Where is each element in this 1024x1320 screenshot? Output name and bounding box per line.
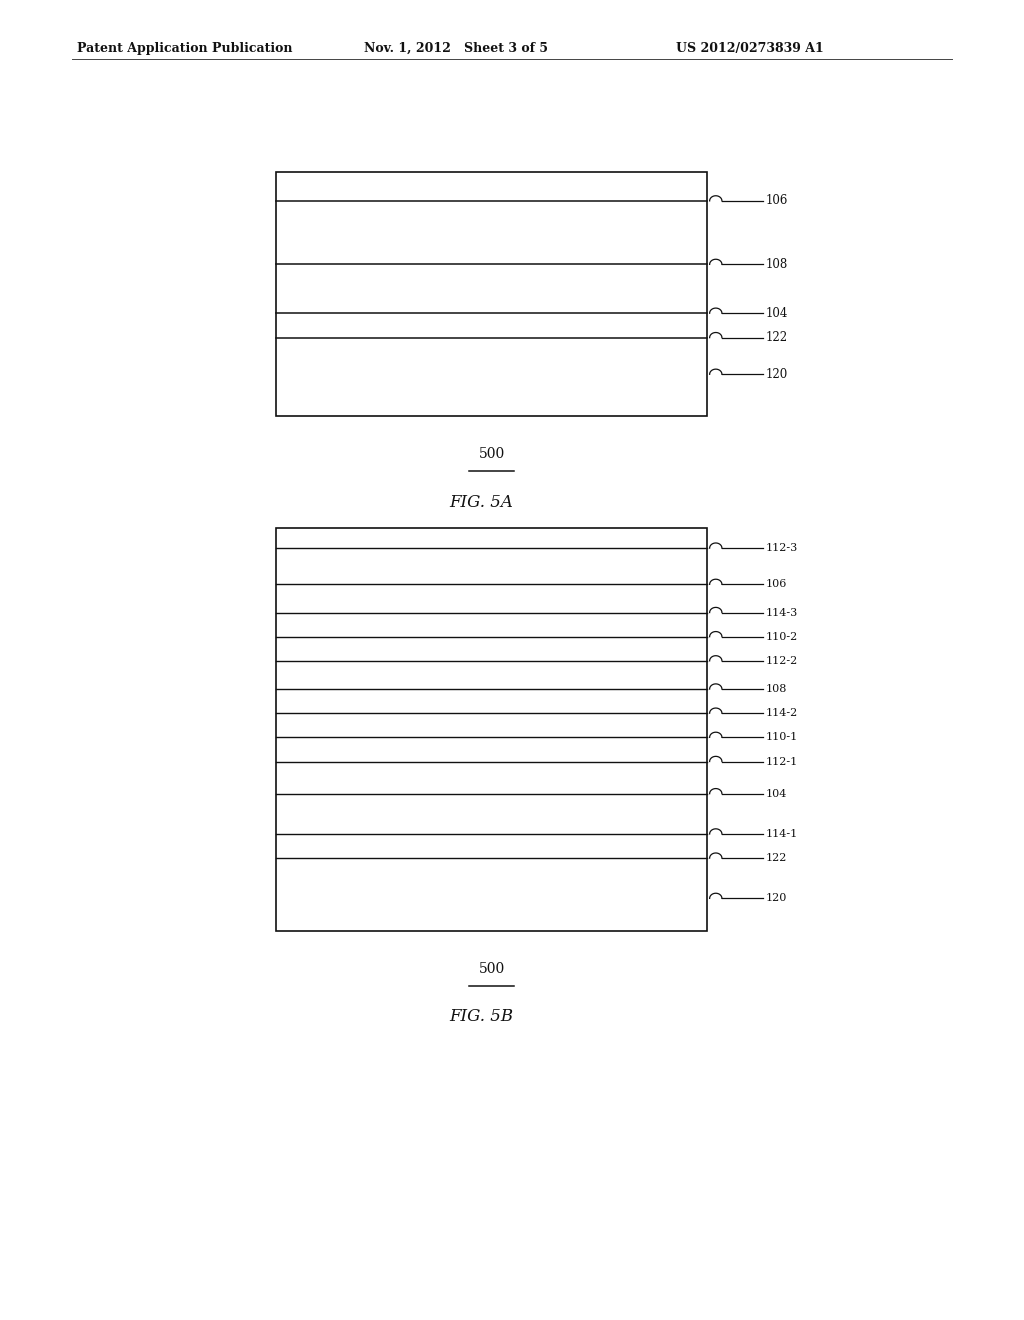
Text: Patent Application Publication: Patent Application Publication (77, 42, 292, 55)
Text: 120: 120 (766, 368, 788, 380)
Text: Nov. 1, 2012   Sheet 3 of 5: Nov. 1, 2012 Sheet 3 of 5 (364, 42, 548, 55)
Text: 112-1: 112-1 (766, 756, 798, 767)
Bar (276, 172, 707, 416)
Text: 114-1: 114-1 (766, 829, 798, 840)
Text: 114-3: 114-3 (766, 607, 798, 618)
Text: FIG. 5B: FIG. 5B (450, 1008, 513, 1026)
Text: FIG. 5A: FIG. 5A (450, 494, 513, 511)
Text: 500: 500 (478, 447, 505, 462)
Text: 122: 122 (766, 331, 788, 345)
Text: 108: 108 (766, 257, 788, 271)
Text: 112-2: 112-2 (766, 656, 798, 665)
Text: 114-2: 114-2 (766, 709, 798, 718)
Text: 122: 122 (766, 853, 787, 863)
Text: 110-1: 110-1 (766, 733, 798, 742)
Text: 500: 500 (478, 962, 505, 977)
Text: 120: 120 (766, 894, 787, 903)
Text: 104: 104 (766, 789, 787, 799)
Text: 106: 106 (766, 194, 788, 207)
Text: 110-2: 110-2 (766, 632, 798, 642)
Text: US 2012/0273839 A1: US 2012/0273839 A1 (676, 42, 823, 55)
Text: 108: 108 (766, 684, 787, 694)
Text: 112-3: 112-3 (766, 543, 798, 553)
Bar (276, 528, 707, 931)
Text: 104: 104 (766, 306, 788, 319)
Text: 106: 106 (766, 579, 787, 589)
